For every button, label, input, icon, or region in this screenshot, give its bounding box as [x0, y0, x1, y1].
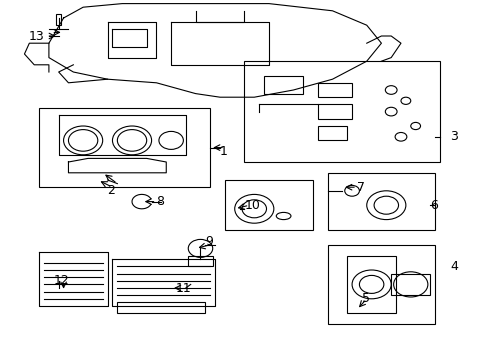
Bar — [390, 274, 429, 295]
Text: 9: 9 — [205, 235, 213, 248]
Text: 8: 8 — [156, 195, 164, 208]
Text: 6: 6 — [429, 199, 437, 212]
Text: 7: 7 — [356, 181, 364, 194]
Bar — [317, 104, 351, 119]
Bar — [56, 14, 61, 25]
Bar — [39, 108, 210, 187]
Bar — [317, 83, 351, 97]
Text: 1: 1 — [220, 145, 227, 158]
Bar — [188, 256, 212, 266]
Text: 5: 5 — [361, 292, 369, 305]
Text: 3: 3 — [449, 130, 457, 143]
Bar — [327, 245, 434, 324]
Bar — [317, 126, 346, 140]
Bar — [117, 302, 205, 313]
Text: 11: 11 — [176, 282, 191, 294]
Text: 4: 4 — [449, 260, 457, 273]
Text: 12: 12 — [54, 274, 69, 287]
Bar — [264, 76, 303, 94]
Text: 13: 13 — [28, 30, 44, 42]
Bar — [327, 173, 434, 230]
Bar — [224, 180, 312, 230]
Text: 2: 2 — [107, 184, 115, 197]
Bar — [346, 256, 395, 313]
Text: 10: 10 — [244, 199, 260, 212]
Bar — [244, 61, 439, 162]
